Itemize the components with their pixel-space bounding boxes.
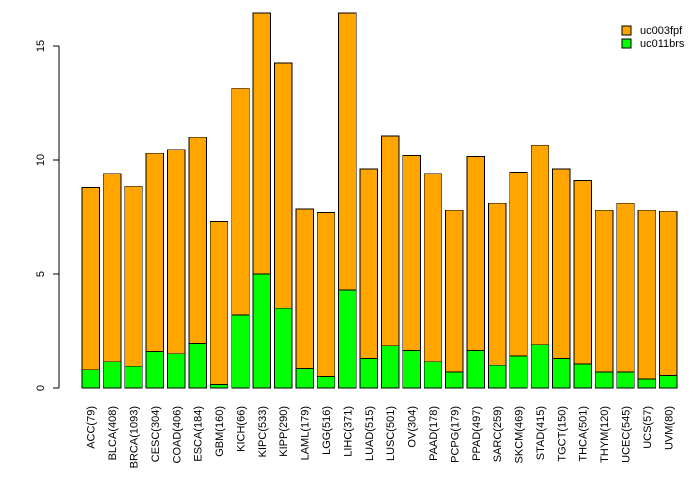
x-tick-label-21: STAD(415): [535, 406, 547, 460]
x-tick-label-12: LIHC(371): [342, 406, 354, 457]
bar-uc003fpf-1: [102, 173, 122, 363]
x-tick-label-3: CESC(304): [150, 406, 162, 462]
x-tick-label-24: THYM(120): [599, 406, 611, 463]
bar-uc003fpf-18: [466, 156, 485, 351]
bar-uc011brs-3: [145, 351, 165, 389]
y-tick-label-15: 15: [35, 40, 47, 52]
bar-uc011brs-12: [338, 289, 357, 389]
bar-uc011brs-6: [209, 384, 229, 389]
bar-uc011brs-4: [167, 353, 186, 389]
x-tick-label-1: BLCA(408): [107, 406, 119, 460]
bar-uc003fpf-21: [530, 144, 550, 346]
bar-uc011brs-11: [316, 376, 336, 389]
x-tick-label-16: PAAD(178): [428, 406, 440, 461]
x-tick-label-22: TGCT(150): [556, 406, 568, 462]
bar-uc003fpf-15: [402, 155, 421, 351]
x-tick-label-18: PPAD(497): [471, 406, 483, 461]
legend-label-uc011brs: uc011brs: [640, 38, 685, 50]
x-tick-label-27: UVM(80): [663, 406, 675, 450]
x-tick-label-11: LGG(516): [321, 406, 333, 455]
x-tick-label-25: UCEC(545): [621, 406, 633, 463]
bar-uc011brs-19: [487, 364, 507, 389]
bar-uc011brs-13: [359, 357, 378, 389]
bar-uc011brs-27: [659, 375, 678, 389]
bar-uc003fpf-11: [316, 212, 336, 378]
bar-uc011brs-8: [252, 273, 272, 389]
bar-uc003fpf-3: [145, 152, 165, 352]
bar-uc011brs-26: [637, 378, 657, 389]
bar-uc003fpf-20: [509, 172, 528, 357]
bar-uc003fpf-2: [124, 185, 143, 367]
y-tick-label-5: 5: [35, 271, 47, 277]
x-tick-label-0: ACC(79): [86, 406, 98, 449]
bar-uc011brs-9: [274, 307, 293, 389]
bar-uc003fpf-27: [659, 210, 678, 376]
bar-uc003fpf-0: [81, 186, 100, 371]
y-tick-label-10: 10: [35, 154, 47, 166]
bar-uc003fpf-5: [188, 136, 207, 344]
x-tick-label-6: GBM(160): [214, 406, 226, 457]
bar-uc003fpf-17: [445, 209, 464, 373]
bar-uc003fpf-13: [359, 168, 378, 359]
bar-uc003fpf-4: [167, 149, 186, 355]
bar-uc011brs-2: [124, 365, 143, 389]
x-tick-label-26: UCS(57): [642, 406, 654, 449]
legend-swatch-uc011brs: [621, 38, 632, 49]
bar-uc011brs-0: [81, 369, 100, 389]
x-tick-label-10: LAML(179): [300, 406, 312, 460]
y-axis: 0 5 10 15: [35, 40, 60, 391]
x-tick-label-8: KIPC(533): [257, 406, 269, 457]
x-tick-labels: ACC(79) BLCA(408) BRCA(1093) CESC(304) COAD(…: [86, 406, 676, 468]
x-tick-label-13: LUAD(515): [364, 406, 376, 461]
bar-uc011brs-10: [295, 368, 314, 389]
bar-uc011brs-24: [594, 371, 614, 389]
x-tick-label-17: PCPG(179): [449, 406, 461, 463]
bar-uc003fpf-6: [209, 221, 229, 385]
x-tick-label-7: KICH(66): [235, 406, 247, 452]
bar-uc011brs-23: [573, 363, 592, 389]
x-tick-label-14: LUSC(501): [385, 406, 397, 461]
bar-uc003fpf-19: [487, 202, 507, 366]
bar-uc011brs-15: [402, 349, 421, 389]
x-tick-label-4: COAD(406): [171, 406, 183, 463]
x-tick-label-9: KIPP(290): [278, 406, 290, 457]
x-tick-label-2: BRCA(1093): [128, 406, 140, 468]
bar-uc003fpf-7: [231, 87, 250, 316]
bar-uc011brs-1: [102, 361, 122, 389]
bar-uc003fpf-9: [274, 62, 293, 309]
y-tick-label-0: 0: [35, 385, 47, 391]
bar-uc011brs-16: [423, 361, 443, 389]
bar-uc003fpf-23: [573, 180, 592, 365]
bar-uc011brs-17: [445, 371, 464, 389]
bar-uc003fpf-25: [616, 202, 635, 373]
x-tick-label-15: OV(304): [407, 406, 419, 448]
bar-uc003fpf-16: [423, 173, 443, 363]
bar-uc003fpf-24: [594, 209, 614, 373]
bar-uc003fpf-22: [552, 168, 571, 359]
bar-uc011brs-20: [509, 355, 528, 389]
bar-uc003fpf-26: [637, 209, 657, 380]
bar-uc011brs-14: [381, 345, 400, 389]
bar-uc011brs-22: [552, 357, 571, 389]
x-tick-label-5: ESCA(184): [193, 406, 205, 462]
x-tick-label-23: THCA(501): [578, 406, 590, 462]
bar-uc003fpf-12: [338, 12, 357, 291]
bar-uc003fpf-8: [252, 12, 272, 275]
legend-swatch-uc003fpf: [621, 25, 632, 36]
bar-uc003fpf-14: [381, 135, 400, 347]
bar-uc011brs-25: [616, 371, 635, 389]
bar-uc011brs-7: [231, 314, 250, 389]
bar-uc011brs-21: [530, 344, 550, 389]
bar-uc011brs-5: [188, 343, 207, 389]
bar-uc003fpf-10: [295, 208, 314, 370]
bar-uc011brs-18: [466, 349, 485, 389]
x-tick-label-20: SKCM(469): [514, 406, 526, 463]
x-tick-label-19: SARC(259): [492, 406, 504, 462]
legend-label-uc003fpf: uc003fpf: [640, 25, 683, 37]
bars-group: [81, 12, 678, 389]
